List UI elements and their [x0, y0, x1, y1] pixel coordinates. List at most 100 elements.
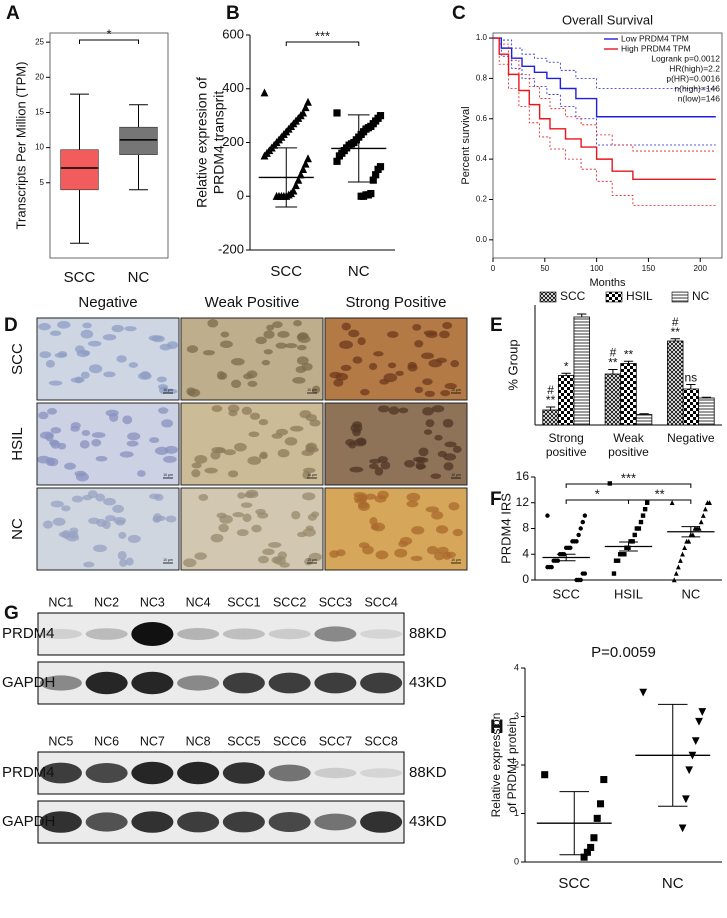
y-tick-label: 20	[35, 72, 44, 81]
bar-label: #	[547, 383, 554, 397]
panel-letter: E	[490, 315, 503, 336]
blot-band	[360, 811, 403, 833]
nucleus	[350, 423, 363, 433]
data-point	[640, 513, 646, 518]
nucleus	[191, 462, 202, 469]
data-point	[304, 97, 312, 106]
annotation: P=0.0059	[591, 644, 656, 661]
nucleus	[95, 493, 106, 502]
bar-label: #	[610, 346, 617, 360]
scale-bar-label: 10 μm	[307, 388, 317, 392]
nucleus	[113, 516, 127, 524]
lane-label: NC6	[94, 734, 119, 748]
nucleus	[219, 340, 233, 348]
legend-note: Logrank p=0.0012	[651, 53, 720, 63]
nucleus	[414, 386, 424, 394]
x-tick-label: NC	[662, 875, 684, 892]
confidence-band	[493, 37, 716, 152]
nucleus	[126, 440, 139, 447]
nucleus	[358, 542, 370, 549]
blot-strip	[37, 612, 405, 656]
micrograph	[324, 317, 468, 401]
nucleus	[87, 490, 98, 499]
y-tick-label: 600	[222, 26, 244, 41]
nucleus	[214, 447, 226, 454]
nucleus	[186, 387, 196, 396]
blot-band	[85, 763, 128, 783]
data-point	[545, 513, 550, 518]
data-point	[570, 539, 575, 544]
panel-letter: H	[490, 717, 504, 738]
nucleus	[422, 407, 434, 416]
lane-label: SCC2	[273, 595, 306, 609]
nucleus	[247, 380, 258, 387]
nucleus	[125, 557, 134, 566]
nucleus	[387, 362, 397, 369]
row-label: HSIL	[9, 427, 26, 460]
nucleus	[198, 494, 209, 501]
data-point	[582, 513, 588, 518]
nucleus	[154, 446, 169, 456]
nucleus	[291, 510, 301, 520]
plot-frame	[49, 32, 169, 259]
column-header: Weak Positive	[205, 294, 300, 311]
nucleus	[220, 331, 230, 338]
nucleus	[255, 336, 267, 345]
data-point	[372, 171, 380, 179]
nucleus	[87, 340, 102, 347]
nucleus	[227, 470, 239, 478]
nucleus	[228, 409, 238, 417]
nucleus	[80, 329, 94, 339]
nucleus	[218, 372, 228, 380]
nucleus	[81, 350, 91, 356]
blot-strip	[37, 800, 405, 844]
data-point	[583, 848, 591, 856]
nucleus	[69, 527, 79, 535]
nucleus	[48, 380, 63, 386]
nucleus	[444, 441, 457, 448]
micrograph-border	[36, 487, 180, 571]
x-tick-label: NC	[128, 269, 150, 286]
nucleus	[82, 322, 92, 329]
data-point	[624, 545, 629, 551]
significance-label: ***	[621, 470, 636, 485]
data-point	[578, 526, 583, 531]
nucleus	[292, 377, 306, 384]
legend-swatch	[671, 291, 689, 303]
scale-bar-label: 10 μm	[163, 388, 173, 392]
nucleus	[439, 330, 450, 339]
lane-label: SCC4	[364, 595, 397, 609]
data-point	[702, 506, 708, 512]
nucleus	[430, 473, 442, 479]
nucleus	[349, 466, 364, 473]
micrograph	[324, 402, 468, 486]
x-tick-label: 200	[694, 264, 708, 273]
nucleus	[191, 469, 201, 478]
data-point	[645, 500, 650, 505]
x-axis-label: Months	[589, 277, 626, 289]
nucleus	[45, 432, 54, 442]
nucleus	[50, 427, 62, 434]
data-point	[563, 545, 569, 551]
nucleus	[412, 456, 426, 463]
nucleus	[257, 512, 269, 519]
nucleus	[88, 364, 103, 374]
nucleus	[74, 470, 87, 477]
nucleus	[273, 555, 286, 565]
survival-curve	[493, 37, 716, 181]
confidence-band	[493, 37, 716, 146]
nucleus	[452, 445, 462, 453]
nucleus	[102, 520, 111, 530]
nucleus	[230, 358, 245, 366]
data-point	[617, 552, 623, 557]
nucleus	[127, 534, 141, 543]
nucleus	[425, 419, 435, 428]
nucleus	[452, 528, 463, 537]
box	[60, 149, 99, 191]
row-label: SCC	[9, 343, 26, 375]
column-header: Strong Positive	[346, 294, 447, 311]
nucleus	[289, 425, 304, 432]
nucleus	[377, 490, 389, 500]
nucleus	[305, 525, 314, 532]
blot-band	[268, 672, 311, 694]
